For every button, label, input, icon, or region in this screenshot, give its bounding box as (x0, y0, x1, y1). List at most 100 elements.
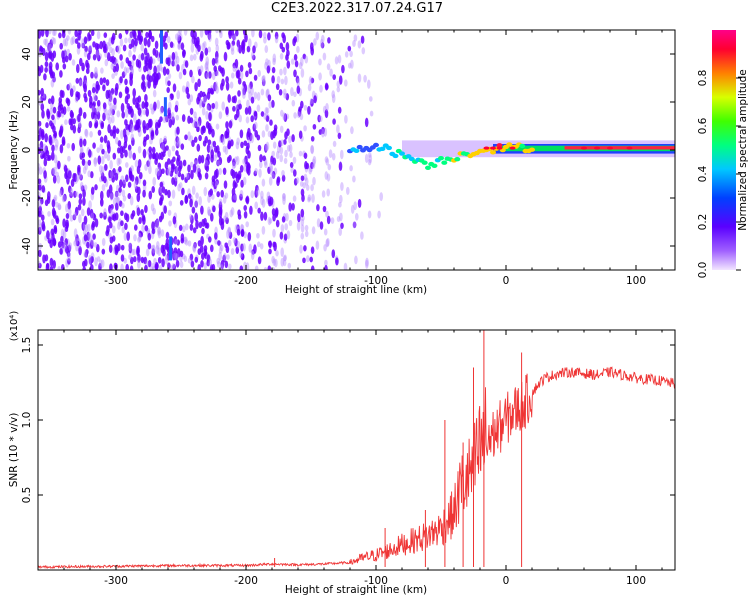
noise-cell (118, 91, 123, 99)
noise-cell (144, 101, 148, 110)
noise-cell (196, 96, 200, 105)
noise-cell (184, 134, 188, 141)
noise-cell (157, 247, 161, 256)
noise-cell (75, 174, 80, 182)
noise-cell (191, 206, 196, 214)
noise-cell (227, 41, 231, 50)
signal-cell (421, 160, 428, 165)
noise-cell (78, 79, 83, 87)
noise-cell (242, 158, 246, 165)
noise-cell (316, 204, 320, 212)
noise-cell (95, 107, 99, 115)
noise-cell (132, 152, 136, 161)
noise-cell (47, 211, 51, 217)
noise-cell (200, 235, 204, 246)
noise-cell (97, 155, 102, 165)
noise-cell (83, 234, 88, 242)
noise-cell (260, 211, 264, 222)
noise-cell (243, 204, 247, 212)
noise-cell (267, 32, 271, 41)
noise-cell (340, 149, 344, 160)
noise-cell (84, 128, 88, 137)
noise-cell (52, 30, 56, 37)
noise-cell (40, 103, 45, 112)
top-y-axis-label: Frequency (Hz) (8, 110, 20, 189)
noise-cell (197, 171, 201, 178)
noise-cell (239, 251, 243, 259)
noise-cell (267, 265, 272, 270)
noise-cell (142, 125, 147, 134)
noise-cell (264, 106, 269, 116)
noise-cell (167, 209, 172, 216)
signal-cell (431, 163, 438, 168)
noise-cell (123, 66, 128, 76)
noise-cell (352, 221, 357, 229)
noise-cell (91, 105, 95, 113)
noise-cell (295, 177, 300, 184)
noise-cell (176, 90, 180, 100)
noise-cell (174, 104, 179, 113)
noise-cell (195, 219, 199, 230)
noise-cell (132, 96, 136, 106)
noise-cell (336, 216, 341, 222)
noise-cell (139, 171, 143, 180)
noise-cell (285, 93, 290, 101)
noise-cell (128, 49, 132, 58)
noise-cell (310, 135, 315, 142)
noise-cell (58, 189, 63, 198)
noise-cell (306, 255, 310, 263)
noise-cell (70, 37, 74, 46)
noise-cell (310, 77, 315, 84)
noise-cell (242, 243, 246, 252)
noise-cell (44, 38, 49, 47)
noise-cell (124, 212, 128, 221)
noise-cell (125, 174, 129, 183)
noise-cell (158, 152, 162, 160)
noise-cell (290, 87, 294, 97)
noise-cell (38, 178, 42, 185)
noise-cell (66, 83, 70, 91)
noise-cell (302, 182, 307, 189)
noise-cell (218, 216, 223, 226)
noise-cell (137, 59, 142, 69)
noise-cell (150, 35, 155, 43)
noise-cell (172, 215, 177, 225)
noise-cell (42, 143, 47, 153)
noise-cell (44, 66, 48, 73)
noise-cell (266, 191, 271, 199)
noise-cell (74, 238, 78, 245)
noise-cell (173, 59, 178, 67)
noise-cell (218, 168, 222, 175)
noise-cell (253, 74, 258, 81)
noise-cell (38, 210, 42, 218)
noise-cell (213, 154, 217, 162)
noise-cell (129, 196, 134, 206)
noise-cell (192, 163, 197, 173)
noise-cell (204, 162, 208, 171)
colorbar: 0.0 0.2 0.4 0.6 0.8 Normalized spectral ampl… (697, 30, 749, 278)
noise-cell (203, 186, 208, 197)
noise-cell (225, 76, 229, 84)
noise-cell (244, 107, 249, 115)
noise-cell (350, 126, 354, 135)
noise-cell (65, 245, 69, 254)
noise-cell (307, 194, 312, 202)
noise-cell (81, 221, 86, 231)
noise-cell (168, 101, 172, 111)
noise-cell (309, 256, 314, 263)
noise-cell (51, 151, 55, 161)
noise-cell (108, 244, 113, 253)
noise-cell (300, 68, 305, 78)
noise-cell (241, 44, 246, 55)
noise-cell (145, 248, 150, 257)
noise-cell (327, 37, 331, 44)
noise-cell (55, 62, 59, 71)
noise-cell (77, 32, 81, 41)
noise-cell (134, 38, 138, 47)
noise-cell (194, 200, 198, 208)
noise-cell (271, 66, 276, 74)
noise-cell (227, 239, 232, 247)
noise-cell (263, 113, 267, 120)
noise-cell (284, 131, 288, 140)
noise-cell (325, 158, 330, 166)
